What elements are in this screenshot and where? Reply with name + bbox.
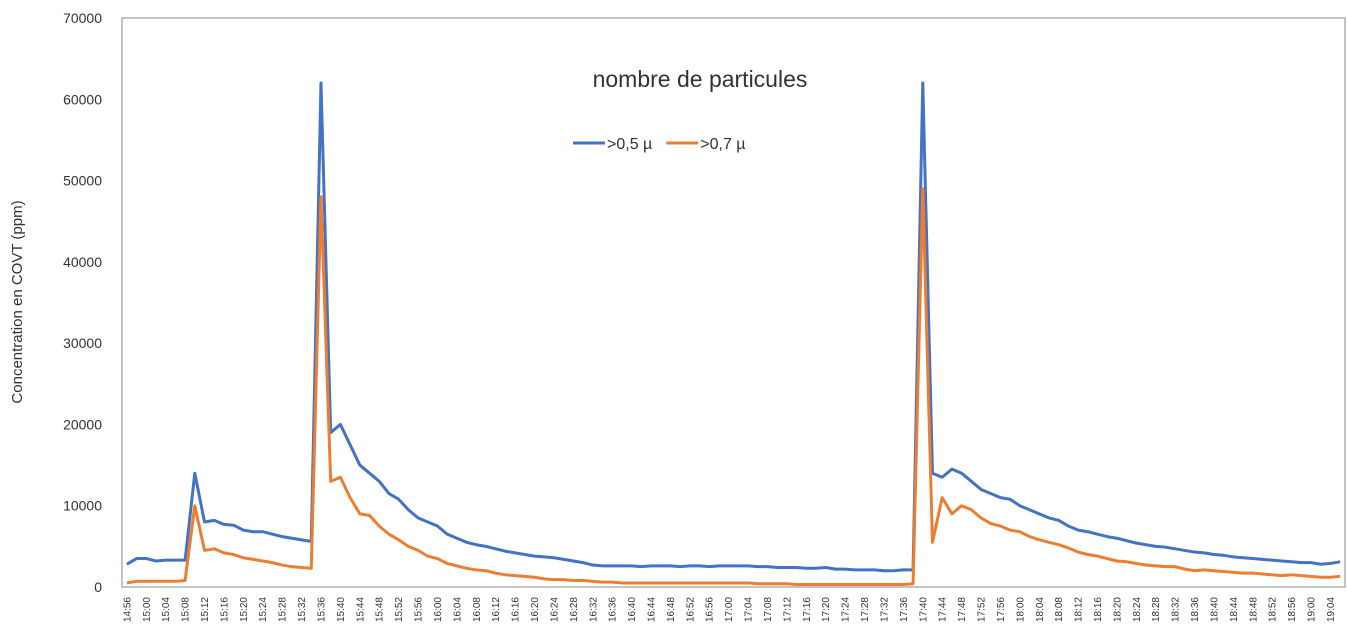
x-tick-label: 18:20 [1112, 597, 1123, 622]
x-tick-label: 16:04 [452, 597, 463, 622]
x-tick-label: 16:16 [511, 597, 522, 622]
legend-label: >0,5 µ [607, 136, 652, 153]
x-tick-label: 17:08 [763, 597, 774, 622]
x-tick-label: 14:56 [122, 597, 133, 622]
x-tick-label: 15:36 [316, 597, 327, 622]
x-tick-label: 15:52 [394, 597, 405, 622]
x-tick-label: 15:20 [239, 597, 250, 622]
y-tick-label: 10000 [63, 498, 102, 514]
x-tick-label: 15:00 [142, 597, 153, 622]
x-tick-label: 18:04 [1035, 597, 1046, 622]
x-tick-label: 17:40 [918, 597, 929, 622]
y-tick-label: 20000 [63, 416, 102, 432]
y-axis-label: Concentration en COVT (ppm) [9, 200, 26, 403]
x-tick-label: 18:32 [1171, 597, 1182, 622]
x-tick-label: 16:40 [627, 597, 638, 622]
x-tick-label: 16:32 [588, 597, 599, 622]
x-tick-label: 18:12 [1074, 597, 1085, 622]
x-tick-label: 15:40 [336, 597, 347, 622]
y-tick-label: 50000 [63, 173, 102, 189]
x-tick-label: 15:24 [258, 597, 269, 622]
legend-label: >0,7 µ [700, 136, 745, 153]
x-tick-label: 17:16 [802, 597, 813, 622]
x-tick-label: 15:44 [355, 597, 366, 622]
x-tick-label: 16:00 [433, 597, 444, 622]
x-tick-label: 15:08 [181, 597, 192, 622]
x-tick-label: 17:24 [841, 597, 852, 622]
x-tick-label: 17:52 [977, 597, 988, 622]
x-tick-label: 15:12 [200, 597, 211, 622]
x-tick-label: 18:52 [1268, 597, 1279, 622]
x-tick-label: 16:12 [491, 597, 502, 622]
chart-title: nombre de particules [593, 66, 808, 92]
x-tick-label: 15:32 [297, 597, 308, 622]
x-tick-label: 17:44 [938, 597, 949, 622]
x-tick-label: 16:08 [472, 597, 483, 622]
x-tick-label: 17:32 [879, 597, 890, 622]
x-tick-label: 15:48 [375, 597, 386, 622]
y-tick-label: 70000 [63, 10, 102, 26]
x-tick-label: 18:00 [1015, 597, 1026, 622]
x-tick-label: 18:48 [1248, 597, 1259, 622]
x-tick-label: 16:36 [608, 597, 619, 622]
y-tick-label: 60000 [63, 91, 102, 107]
x-tick-label: 18:56 [1287, 597, 1298, 622]
x-tick-label: 15:28 [278, 597, 289, 622]
x-tick-label: 16:24 [549, 597, 560, 622]
x-tick-label: 19:00 [1307, 597, 1318, 622]
x-tick-label: 16:28 [569, 597, 580, 622]
x-tick-label: 17:56 [996, 597, 1007, 622]
x-tick-label: 19:04 [1326, 597, 1337, 622]
x-tick-label: 15:56 [414, 597, 425, 622]
series-line [126, 187, 1341, 587]
y-tick-label: 30000 [63, 335, 102, 351]
x-tick-label: 15:16 [219, 597, 230, 622]
x-tick-label: 18:36 [1190, 597, 1201, 622]
y-tick-label: 0 [94, 579, 102, 595]
x-tick-label: 18:24 [1132, 597, 1143, 622]
x-tick-label: 18:28 [1151, 597, 1162, 622]
x-tick-label: 17:20 [821, 597, 832, 622]
x-tick-label: 17:36 [899, 597, 910, 622]
x-tick-label: 16:48 [666, 597, 677, 622]
x-tick-label: 17:12 [782, 597, 793, 622]
y-tick-label: 40000 [63, 254, 102, 270]
x-tick-label: 17:00 [724, 597, 735, 622]
x-tick-label: 16:56 [705, 597, 716, 622]
x-tick-label: 17:04 [744, 597, 755, 622]
x-tick-label: 18:16 [1093, 597, 1104, 622]
x-tick-label: 18:40 [1209, 597, 1220, 622]
x-tick-label: 18:44 [1229, 597, 1240, 622]
x-tick-label: 17:28 [860, 597, 871, 622]
x-tick-label: 16:52 [685, 597, 696, 622]
x-tick-label: 16:44 [646, 597, 657, 622]
series-line [126, 81, 1341, 573]
x-tick-label: 17:48 [957, 597, 968, 622]
x-tick-label: 15:04 [161, 597, 172, 622]
x-tick-label: 16:20 [530, 597, 541, 622]
x-tick-label: 18:08 [1054, 597, 1065, 622]
plot-frame [121, 17, 1346, 588]
